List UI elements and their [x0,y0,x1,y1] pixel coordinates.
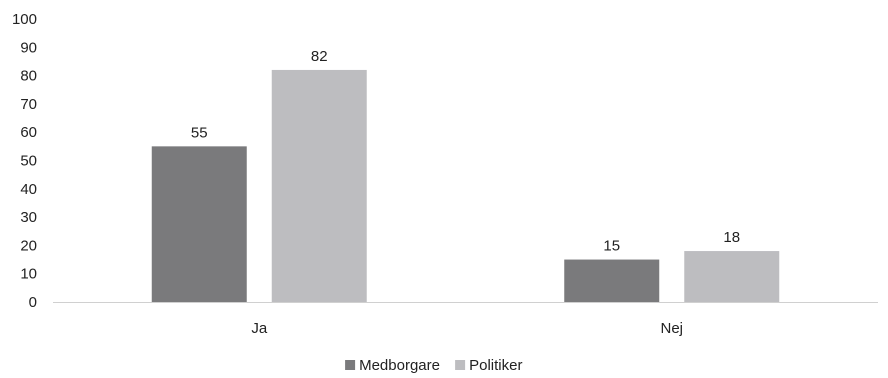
data-label: 18 [723,229,740,246]
y-tick-label: 40 [20,181,37,198]
y-tick-label: 80 [20,68,37,85]
bar-politiker-ja [271,69,367,302]
legend-label: Medborgare [359,357,440,374]
y-tick-label: 0 [29,294,37,311]
x-axis: Ja Nej [53,302,878,337]
y-tick-label: 20 [20,237,37,254]
y-tick-label: 10 [20,266,37,283]
x-category-label: Ja [251,320,268,337]
y-tick-label: 30 [20,209,37,226]
data-label: 82 [311,48,328,65]
legend-swatch-politiker [455,360,466,370]
legend-label: Politiker [469,357,522,374]
x-category-label: Nej [660,320,683,337]
legend: Medborgare Politiker [345,357,522,374]
bar-politiker-nej [684,251,780,302]
y-tick-label: 60 [20,124,37,141]
bar-medborgare-nej [564,259,660,302]
plot-area: 55 82 15 18 [151,48,780,302]
y-tick-label: 50 [20,153,37,170]
y-tick-label: 70 [20,96,37,113]
bar-medborgare-ja [151,146,247,302]
data-label: 15 [603,238,620,255]
legend-swatch-medborgare [345,360,356,370]
data-label: 55 [191,124,208,141]
y-tick-label: 90 [20,39,37,56]
y-tick-label: 100 [12,11,37,28]
y-axis: 0 10 20 30 40 50 60 70 80 90 100 [12,11,37,311]
